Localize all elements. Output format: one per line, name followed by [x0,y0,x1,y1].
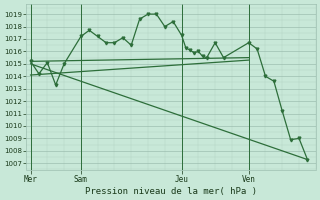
X-axis label: Pression niveau de la mer( hPa ): Pression niveau de la mer( hPa ) [85,187,257,196]
